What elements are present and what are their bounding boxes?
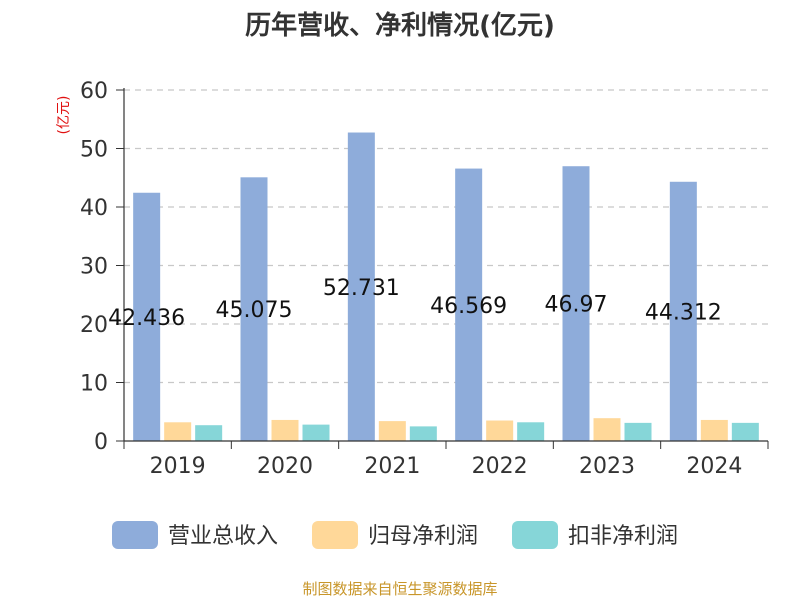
bar-revenue: [133, 192, 161, 441]
bar-revenue: [455, 168, 483, 441]
x-tick-label: 2020: [257, 454, 313, 479]
data-label: 44.312: [645, 300, 722, 325]
y-tick-label: 40: [80, 196, 108, 221]
data-label: 42.436: [108, 306, 185, 331]
bar-revenue: [347, 132, 375, 441]
bar-adjusted-net-profit: [195, 425, 223, 441]
bar-adjusted-net-profit: [624, 422, 652, 441]
x-tick-label: 2024: [686, 454, 742, 479]
bar-adjusted-net-profit: [517, 422, 545, 441]
y-tick-label: 20: [80, 313, 108, 338]
x-tick-label: 2019: [150, 454, 206, 479]
bar-net-profit: [164, 422, 192, 441]
bar-net-profit: [486, 420, 514, 441]
bar-net-profit: [593, 418, 621, 441]
legend-label: 归母净利润: [368, 524, 478, 549]
legend-label: 扣非净利润: [568, 524, 678, 549]
data-label: 46.569: [430, 294, 507, 319]
data-labels: 42.436 45.075 52.731 46.569 46.97 44.312: [108, 276, 722, 331]
legend-swatch: [112, 521, 158, 549]
bar-net-profit: [271, 419, 299, 441]
axes: 0 10 20 30 40 50 60 2019 2020 2021 2022 2023 2024: [80, 79, 769, 479]
source-note: 制图数据来自恒生聚源数据库: [302, 580, 497, 598]
data-label: 52.731: [323, 276, 400, 301]
y-tick-label: 30: [80, 255, 108, 280]
y-tick-label: 0: [94, 430, 108, 455]
bar-net-profit: [378, 421, 406, 441]
y-axis-label: (亿元): [56, 96, 72, 135]
y-tick-label: 50: [80, 138, 108, 163]
data-label: 46.97: [545, 293, 608, 318]
bar-adjusted-net-profit: [302, 424, 330, 441]
legend-swatch: [312, 521, 358, 549]
y-tick-label: 10: [80, 372, 108, 397]
bars: [133, 132, 759, 442]
bar-revenue: [240, 177, 268, 441]
data-label: 45.075: [216, 298, 293, 323]
gridlines: [124, 89, 768, 384]
chart-title: 历年营收、净利情况(亿元): [245, 10, 555, 41]
legend: 营业总收入 归母净利润 扣非净利润: [112, 521, 678, 549]
x-tick-label: 2022: [472, 454, 528, 479]
legend-swatch: [512, 521, 558, 549]
x-tick-label: 2021: [364, 454, 420, 479]
bar-net-profit: [700, 419, 728, 441]
y-tick-label: 60: [80, 79, 108, 104]
bar-adjusted-net-profit: [731, 422, 759, 441]
bar-revenue: [562, 166, 590, 441]
legend-label: 营业总收入: [168, 524, 278, 549]
x-tick-label: 2023: [579, 454, 635, 479]
bar-adjusted-net-profit: [409, 426, 437, 441]
bar-revenue: [669, 181, 697, 442]
